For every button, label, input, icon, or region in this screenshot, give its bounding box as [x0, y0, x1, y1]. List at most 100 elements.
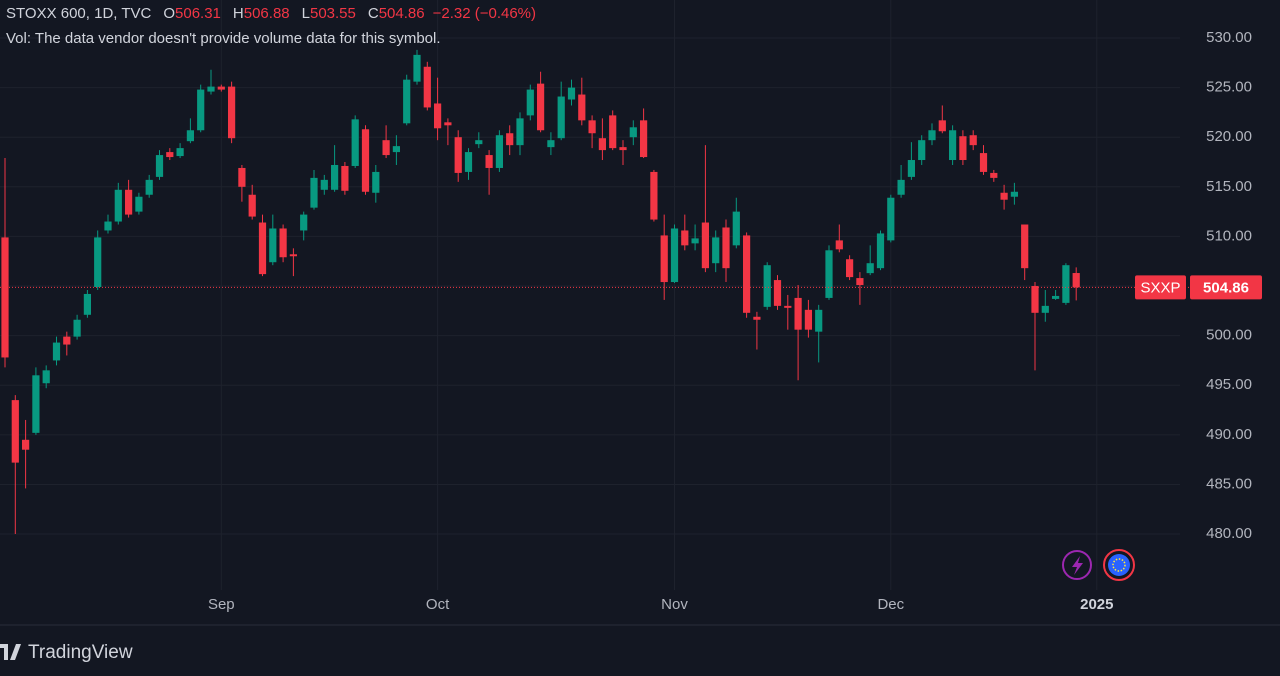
- candle-body: [372, 171, 380, 193]
- candle-body: [320, 179, 328, 190]
- y-tick-label: 495.00: [1206, 376, 1252, 393]
- candle-body: [516, 118, 524, 146]
- candle-body: [907, 160, 915, 177]
- candle-body: [114, 189, 122, 222]
- candle-body: [763, 265, 771, 307]
- x-tick-label: Dec: [877, 596, 904, 613]
- candle-body: [876, 233, 885, 269]
- candle-body: [1072, 273, 1080, 288]
- ohlc-value: 503.55: [310, 5, 356, 22]
- candle-body: [567, 87, 576, 100]
- candle-body: [547, 140, 555, 148]
- candle-body: [228, 86, 236, 139]
- candle-body: [1031, 286, 1039, 313]
- alert-icon[interactable]: [1062, 550, 1092, 580]
- candle-body: [341, 165, 349, 191]
- candle-body: [135, 196, 143, 212]
- candle-body: [526, 89, 534, 116]
- x-tick-label: Nov: [661, 596, 688, 613]
- candle-body: [495, 135, 503, 168]
- y-tick-label: 500.00: [1206, 327, 1252, 344]
- candle-body: [300, 214, 308, 231]
- y-tick-label: 490.00: [1206, 426, 1252, 443]
- candle-body: [361, 129, 370, 192]
- candle-body: [928, 130, 936, 141]
- candle-body: [640, 120, 648, 158]
- candle-body: [1021, 224, 1029, 269]
- candle-body: [897, 179, 905, 195]
- candle-body: [1062, 265, 1070, 303]
- candle-body: [815, 309, 823, 332]
- candle-body: [712, 237, 720, 264]
- candle-body: [990, 172, 998, 178]
- y-tick-label: 530.00: [1206, 29, 1252, 46]
- candle-body: [351, 119, 359, 166]
- candle-body: [856, 278, 864, 286]
- grid: [0, 0, 1180, 590]
- candle-body: [1000, 192, 1008, 200]
- candle-body: [866, 263, 874, 274]
- candle-body: [155, 155, 164, 177]
- candle-body: [784, 305, 792, 308]
- candle-body: [310, 177, 318, 208]
- candle-body: [650, 171, 658, 220]
- candle-body: [825, 250, 833, 298]
- candle-body: [73, 319, 81, 337]
- brand: TradingView: [0, 642, 133, 663]
- y-tick-label: 485.00: [1206, 475, 1252, 492]
- candle-body: [732, 211, 740, 246]
- candle-body: [176, 148, 184, 157]
- candle-body: [331, 164, 339, 190]
- candle-body: [1, 237, 9, 358]
- candle-body: [279, 228, 287, 258]
- candle-body: [979, 153, 988, 172]
- candle-body: [1041, 305, 1049, 313]
- symbol-tag: [1135, 275, 1186, 300]
- candle-body: [887, 197, 895, 241]
- candle-body: [660, 235, 668, 283]
- ohlc-value: 506.31: [175, 5, 221, 22]
- y-tick-label: 515.00: [1206, 178, 1252, 195]
- candle-body: [52, 342, 61, 361]
- candle-body: [444, 122, 452, 126]
- candle-body: [938, 120, 946, 132]
- y-tick-label: 525.00: [1206, 79, 1252, 96]
- candle-body: [83, 293, 91, 315]
- candle-body: [1052, 295, 1060, 299]
- candle-body: [846, 259, 854, 278]
- candle-body: [217, 86, 225, 90]
- volume-note: Vol: The data vendor doesn't provide vol…: [6, 30, 441, 47]
- candle-body: [506, 133, 514, 146]
- x-tick-label: Oct: [426, 596, 450, 613]
- candle-body: [145, 179, 153, 195]
- candle-body: [701, 222, 709, 269]
- candle-body: [22, 439, 30, 450]
- candle-body: [63, 336, 71, 345]
- candle-body: [11, 400, 19, 463]
- candle-body: [1010, 191, 1018, 197]
- candle-body: [485, 155, 493, 168]
- y-tick-label: 520.00: [1206, 128, 1252, 145]
- candle-body: [413, 54, 421, 82]
- candle-body: [197, 89, 205, 131]
- ohlc-label: L: [302, 5, 310, 22]
- candle-body: [104, 221, 112, 231]
- candle-body: [959, 136, 967, 161]
- price-tag-text: 504.86: [1203, 279, 1249, 296]
- candle-body: [578, 94, 586, 121]
- candle-body: [722, 227, 730, 269]
- price-tag: [1190, 275, 1262, 300]
- legend-header: STOXX 600, 1D, TVC O506.31 H506.88 L503.55 C…: [6, 5, 536, 22]
- candle-body: [557, 96, 565, 139]
- candle-body: [743, 235, 751, 313]
- ohlc-value: 506.88: [244, 5, 290, 22]
- candle-body: [681, 230, 689, 246]
- candle-body: [248, 194, 256, 217]
- candle-body: [475, 140, 483, 145]
- change: −2.32 (−0.46%): [433, 5, 536, 22]
- region-icon[interactable]: [1103, 549, 1135, 581]
- candle-body: [382, 140, 390, 156]
